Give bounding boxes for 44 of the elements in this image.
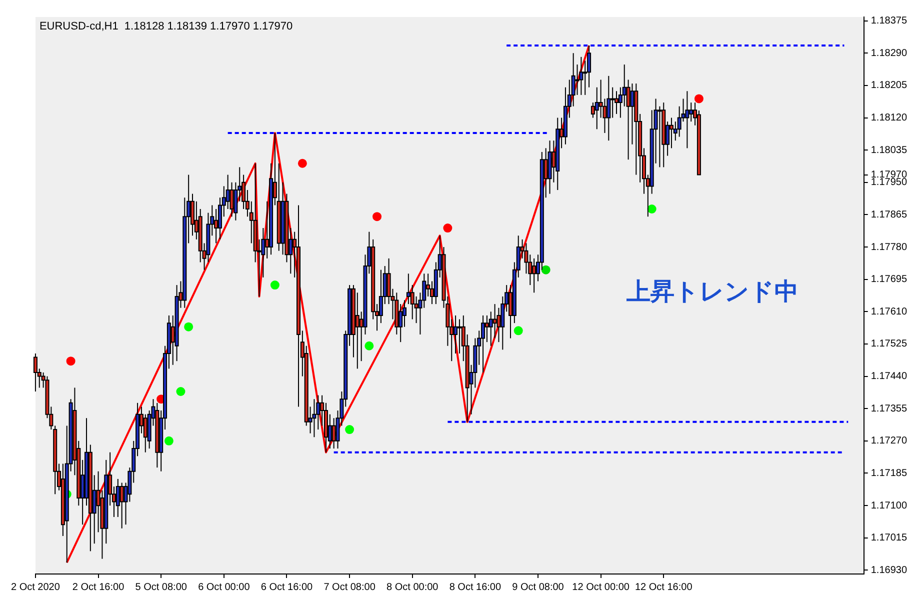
point — [541, 265, 550, 274]
x-tick-label: 7 Oct 08:00 — [324, 582, 376, 593]
y-tick-label: 1.17780 — [870, 242, 908, 253]
point — [345, 425, 354, 434]
x-tick-label: 12 Oct 16:00 — [634, 582, 693, 593]
chart-title: EURUSD-cd,H1 1.18128 1.18139 1.17970 1.17970 — [39, 20, 293, 33]
x-tick-label: 6 Oct 16:00 — [260, 582, 314, 593]
x-tick-label: 6 Oct 00:00 — [198, 582, 250, 593]
point — [372, 212, 382, 222]
point — [66, 356, 76, 366]
annotation: 上昇トレンド中 — [625, 278, 798, 306]
point — [364, 341, 374, 350]
x-tick-label: 8 Oct 00:00 — [386, 582, 439, 593]
x-tick-label: 8 Oct 16:00 — [449, 582, 502, 593]
y-tick-label: 1.18035 — [870, 144, 908, 156]
y-tick-label: 1.18290 — [870, 48, 908, 59]
x-tick-label: 12 Oct 00:00 — [572, 582, 630, 593]
point — [298, 158, 307, 168]
y-tick-label: 1.17185 — [870, 468, 908, 479]
point — [270, 280, 280, 290]
y-tick-label: 1.17100 — [870, 500, 908, 512]
y-tick-label: 1.17440 — [870, 371, 908, 382]
y-tick-label: 1.17355 — [870, 403, 908, 414]
point — [694, 94, 704, 104]
y-tick-label: 1.17865 — [870, 209, 908, 220]
y-tick-label: 1.17015 — [870, 532, 908, 544]
point — [647, 204, 656, 214]
point — [164, 436, 174, 446]
point — [184, 322, 194, 332]
x-tick-label: 2 Oct 16:00 — [72, 582, 125, 593]
y-tick-label: 1.17695 — [870, 274, 908, 286]
y-tick-label: 1.18375 — [870, 16, 908, 27]
y-tick-label: 1.17270 — [870, 436, 908, 447]
point — [443, 224, 452, 233]
y-tick-label: 1.18120 — [870, 112, 908, 124]
y-tick-label: 1.17525 — [870, 338, 908, 350]
y-tick-label: 1.17610 — [870, 306, 908, 318]
y-tick-label: 1.16930 — [870, 564, 908, 576]
point — [176, 387, 186, 396]
x-tick-label: 9 Oct 08:00 — [512, 582, 564, 593]
x-tick-label: 2 Oct 2020 — [11, 582, 60, 593]
x-tick-label: 5 Oct 08:00 — [135, 582, 188, 593]
point — [514, 326, 523, 336]
y-tick-label: 1.18205 — [870, 80, 908, 92]
